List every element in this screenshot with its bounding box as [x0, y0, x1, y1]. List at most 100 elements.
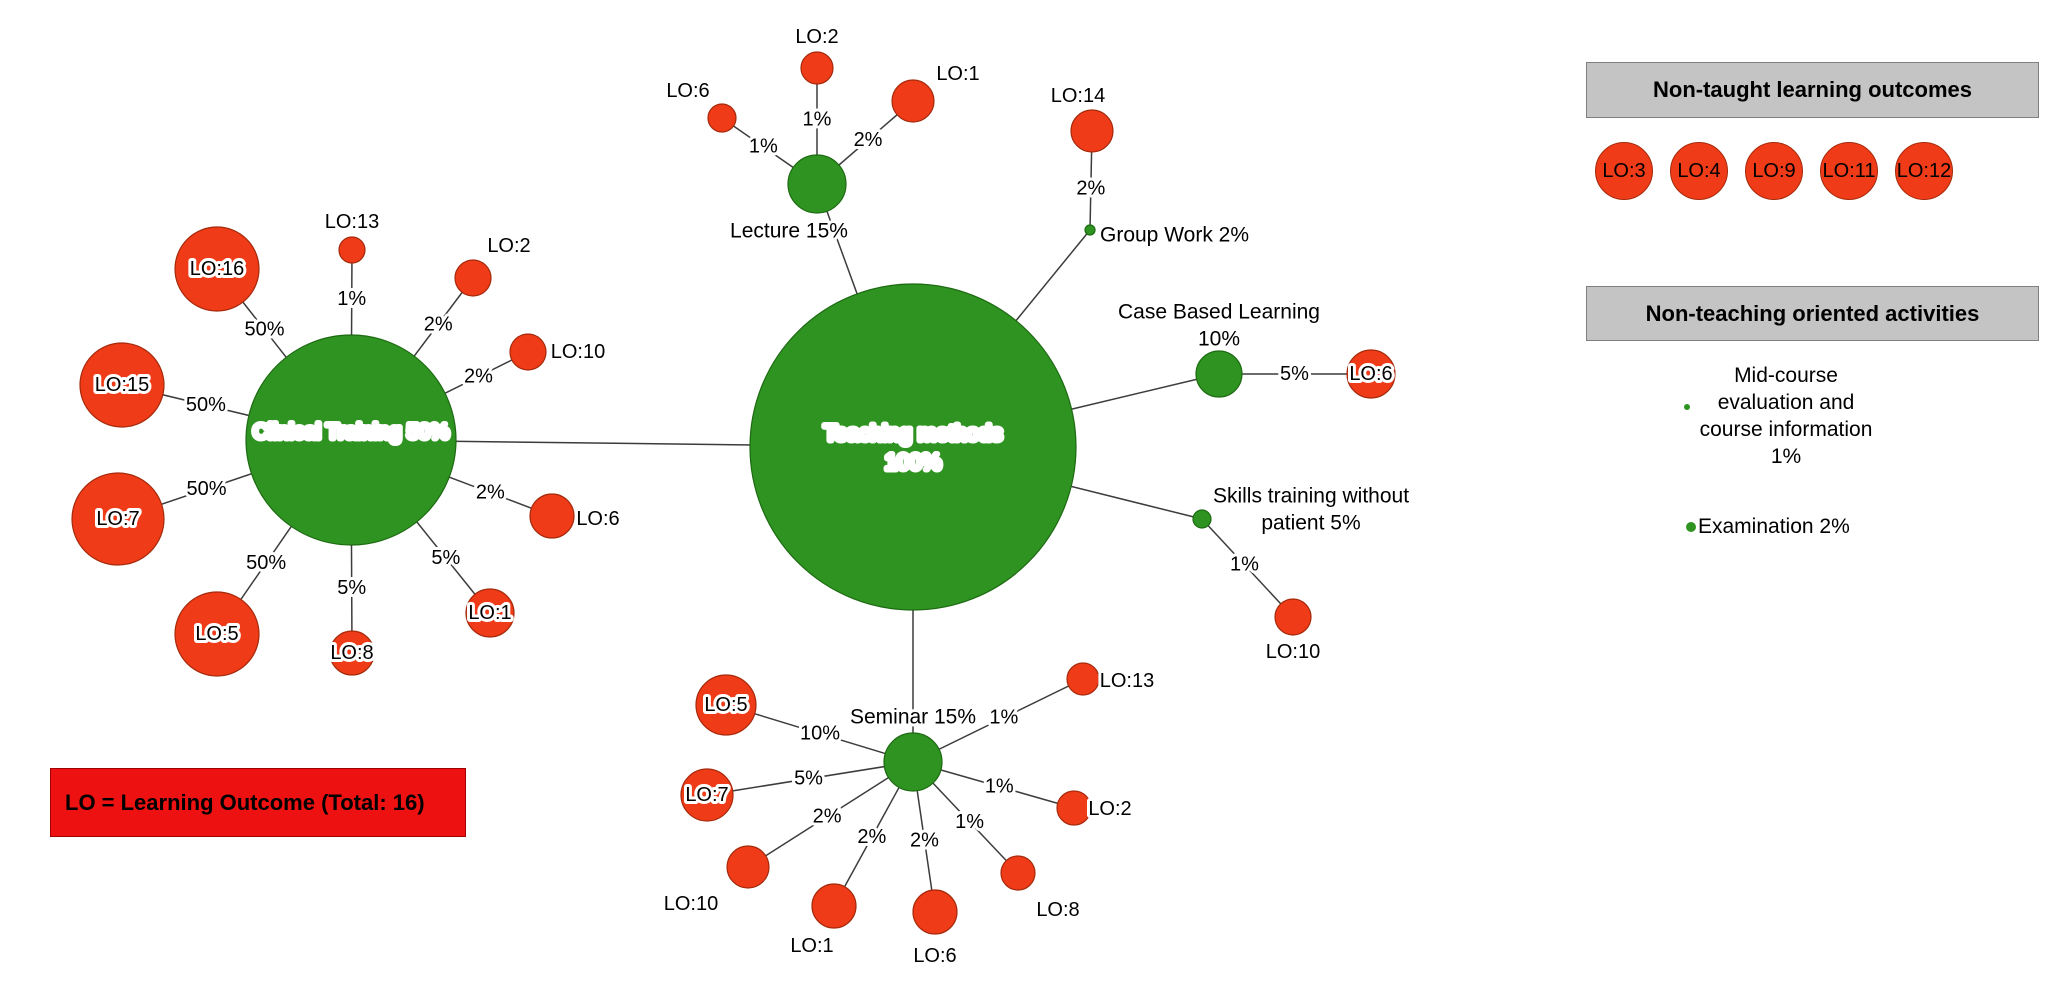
non-taught-lo-circle: LO:11: [1820, 142, 1878, 200]
node-teaching-methods: [749, 283, 1077, 611]
activity-mid-course: Mid-course evaluation and course informa…: [1646, 362, 1926, 470]
outcome-label: LO:10: [664, 893, 718, 915]
outcome-label: LO:2: [795, 26, 838, 48]
node-outcome-lo-13: [338, 236, 366, 264]
edge-pct-label: 2%: [857, 826, 886, 848]
node-seminar: [883, 732, 943, 792]
node-outcome-lo-10: [726, 845, 770, 889]
outcome-label: LO:6: [666, 80, 709, 102]
edge-pct-label: 5%: [794, 768, 823, 790]
nodes-layer: [71, 51, 1396, 935]
edge-pct-label: 1%: [989, 707, 1018, 729]
outcome-label: LO:7: [685, 784, 728, 806]
outcome-label: LO:5: [704, 694, 747, 716]
node-label-skills-training: patient 5%: [1261, 512, 1360, 535]
node-label-case-based-learning: Case Based Learning: [1118, 301, 1320, 324]
edge-seminar-2: [706, 761, 914, 796]
node-outcome-lo-5: [695, 674, 757, 736]
non-taught-lo-circle: LO:9: [1745, 142, 1803, 200]
node-label-group-work: Group Work 2%: [1100, 224, 1249, 247]
mid-course-line: Mid-course: [1734, 364, 1838, 387]
mid-course-line: course information: [1699, 418, 1873, 441]
outcome-label: LO:2: [487, 235, 530, 257]
node-outcome-lo-1: [465, 588, 515, 638]
node-outcome-lo-15: [79, 342, 165, 428]
edge-pct-label: 1%: [749, 136, 778, 158]
outcome-label: LO:10: [551, 341, 605, 363]
mid-course-line: 1%: [1770, 445, 1802, 468]
edge-pct-label: 10%: [800, 723, 840, 745]
outcome-label: LO:6: [913, 945, 956, 967]
node-outcome-lo-16: [174, 226, 260, 312]
node-outcome-lo-14: [1070, 109, 1114, 153]
node-outcome-lo-6: [529, 493, 575, 539]
node-clinical-training: [245, 334, 457, 546]
node-label-skills-training: Skills training without: [1213, 485, 1409, 508]
edge-pct-label: 50%: [187, 478, 227, 500]
node-outcome-lo-6: [1346, 349, 1396, 399]
edge-pct-label: 1%: [985, 776, 1014, 798]
edge-seminar-0: [725, 704, 914, 763]
examination-dot-icon: [1686, 522, 1696, 532]
edge-pct-label: 2%: [910, 829, 939, 851]
node-outcome-lo-2: [800, 51, 834, 85]
non-taught-lo-circle: LO:4: [1670, 142, 1728, 200]
edge-pct-label: 50%: [245, 319, 285, 341]
node-group-work: [1084, 224, 1096, 236]
edge-pct-label: 2%: [476, 482, 505, 504]
node-outcome-lo-1: [891, 79, 935, 123]
non-taught-outcomes-row: LO:3 LO:4 LO:9 LO:11 LO:12: [1595, 142, 1953, 200]
node-label-clinical-training: Clinical Training 50%: [253, 421, 449, 444]
node-outcome-lo-8: [1000, 855, 1036, 891]
node-outcome-lo-1: [811, 883, 857, 929]
legend-box: LO = Learning Outcome (Total: 16): [50, 768, 466, 837]
edge-pct-label: 50%: [246, 552, 286, 574]
labels-layer: Teaching methods 100% Clinical Training 50…: [92, 23, 1412, 970]
node-outcome-lo-13: [1066, 662, 1100, 696]
non-taught-header: Non-taught learning outcomes: [1586, 62, 2039, 118]
outcome-label: LO:16: [190, 258, 244, 280]
edge-pct-label: 5%: [1280, 363, 1309, 385]
non-taught-lo-circle: LO:3: [1595, 142, 1653, 200]
outcome-label: LO:1: [468, 602, 511, 624]
node-label-seminar: Seminar 15%: [850, 706, 976, 729]
edge-pct-label: 5%: [431, 547, 460, 569]
outcome-label: LO:15: [95, 374, 149, 396]
edge-pct-label: 1%: [803, 109, 832, 131]
node-label-case-based-learning: 10%: [1198, 328, 1240, 351]
node-case-based-learning: [1195, 350, 1243, 398]
edge-pct-label: 5%: [337, 577, 366, 599]
activity-examination: Examination 2%: [1686, 514, 1850, 540]
outcome-label: LO:1: [936, 63, 979, 85]
non-taught-lo-circle: LO:12: [1895, 142, 1953, 200]
node-outcome-lo-6: [707, 103, 737, 133]
node-outcome-lo-7: [71, 472, 165, 566]
center-node-label: 100%: [885, 450, 941, 475]
outcome-label: LO:8: [330, 642, 373, 664]
node-outcome-lo-2: [1056, 790, 1092, 826]
node-skills-training: [1192, 509, 1212, 529]
edge-pct-label: 2%: [1076, 177, 1105, 199]
node-outcome-lo-8: [329, 630, 375, 676]
edge-seminar-1: [912, 678, 1084, 763]
center-node-label: Teaching methods: [824, 421, 1003, 446]
outcome-label: LO:7: [96, 508, 139, 530]
mid-course-dot-icon: [1684, 404, 1690, 410]
edge-pct-label: 2%: [464, 366, 493, 388]
edge-seminar-4: [747, 761, 914, 868]
outcome-label: LO:13: [1100, 670, 1154, 692]
legend-text: LO = Learning Outcome (Total: 16): [65, 789, 425, 815]
outcome-label: LO:10: [1266, 641, 1320, 663]
outcome-label: LO:8: [1036, 899, 1079, 921]
outcome-label: LO:14: [1051, 85, 1105, 107]
edge-pct-label: 1%: [1230, 554, 1259, 576]
node-outcome-lo-10: [509, 333, 547, 371]
edge-pct-label: 50%: [186, 394, 226, 416]
outcome-label: LO:6: [576, 508, 619, 530]
node-lecture: [787, 154, 847, 214]
edge-pct-label: 1%: [337, 288, 366, 310]
edge-pct-label: 1%: [955, 811, 984, 833]
outcome-label: LO:2: [1088, 798, 1131, 820]
